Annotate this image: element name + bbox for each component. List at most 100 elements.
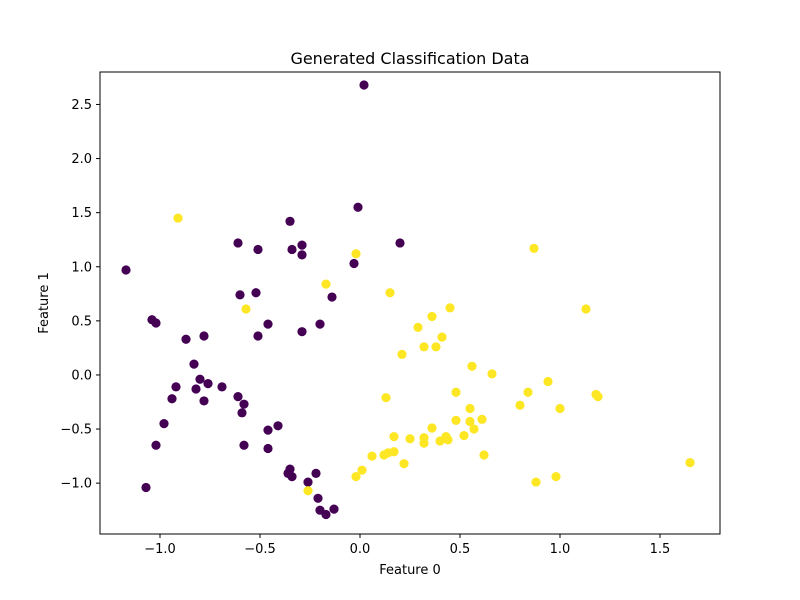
data-point-class-0	[395, 238, 405, 248]
data-point-class-1	[413, 322, 423, 332]
data-point-class-1	[303, 486, 313, 496]
data-point-class-1	[431, 342, 441, 352]
data-point-class-0	[121, 265, 131, 275]
data-point-class-0	[313, 493, 323, 503]
data-point-class-1	[399, 459, 409, 469]
data-point-class-1	[437, 332, 447, 342]
data-point-class-0	[297, 250, 307, 260]
x-axis-label: Feature 0	[379, 563, 441, 578]
data-point-class-1	[469, 424, 479, 434]
data-point-class-0	[151, 318, 161, 328]
data-point-class-1	[487, 369, 497, 379]
data-point-class-1	[357, 465, 367, 475]
data-point-class-1	[581, 304, 591, 314]
y-tick-label: 2.5	[71, 98, 92, 113]
data-point-class-1	[685, 457, 695, 468]
data-point-class-1	[367, 451, 377, 461]
data-point-class-0	[263, 425, 273, 435]
data-points	[121, 80, 695, 520]
x-tick-label: −0.5	[244, 542, 276, 557]
data-point-class-1	[459, 430, 469, 441]
y-axis-ticks: −1.0 −0.5 0.0 0.5 1.0 1.5 2.0 2.5	[60, 98, 100, 492]
data-point-class-0	[315, 319, 325, 329]
x-tick-label: 1.0	[550, 542, 571, 557]
y-tick-label: −1.0	[60, 477, 92, 492]
data-point-class-0	[235, 290, 245, 300]
data-point-class-0	[251, 288, 261, 298]
x-axis-ticks: −1.0 −0.5 0.0 0.5 1.0 1.5	[144, 534, 670, 557]
x-tick-label: −1.0	[144, 542, 176, 557]
data-point-class-0	[287, 472, 297, 482]
data-point-class-1	[543, 376, 553, 387]
data-point-class-1	[593, 391, 603, 402]
y-tick-label: 1.5	[71, 206, 92, 221]
data-point-class-0	[189, 359, 199, 369]
data-point-class-0	[191, 384, 201, 394]
data-point-class-1	[523, 387, 533, 397]
data-point-class-0	[233, 238, 243, 248]
data-point-class-1	[405, 434, 415, 444]
data-point-class-0	[181, 334, 191, 344]
y-tick-label: −0.5	[60, 423, 92, 438]
data-point-class-1	[351, 472, 361, 482]
data-point-class-0	[263, 443, 273, 454]
data-point-class-0	[359, 80, 369, 90]
data-point-class-0	[203, 379, 213, 389]
y-tick-label: 0.0	[71, 368, 92, 383]
data-point-class-0	[263, 319, 273, 329]
data-point-class-0	[167, 394, 177, 404]
x-tick-label: 1.5	[650, 542, 671, 557]
data-point-class-1	[479, 450, 489, 460]
data-point-class-0	[285, 216, 295, 226]
data-point-class-1	[427, 311, 437, 322]
data-point-class-0	[321, 509, 331, 520]
data-point-class-1	[451, 387, 461, 397]
data-point-class-0	[239, 440, 249, 450]
data-point-class-1	[555, 403, 565, 414]
data-point-class-0	[349, 258, 359, 269]
data-point-class-1	[445, 303, 455, 313]
data-point-class-0	[159, 419, 169, 429]
data-point-class-1	[385, 288, 395, 298]
data-point-class-0	[217, 382, 227, 392]
data-point-class-0	[287, 244, 297, 255]
data-point-class-0	[273, 421, 283, 431]
data-point-class-1	[321, 279, 331, 289]
data-point-class-1	[435, 436, 445, 446]
data-point-class-1	[465, 403, 475, 414]
data-point-class-1	[467, 361, 477, 371]
x-tick-label: 0.0	[350, 542, 371, 557]
plot-frame	[99, 71, 721, 535]
data-point-class-0	[297, 240, 307, 250]
data-point-class-1	[381, 393, 391, 403]
y-tick-label: 0.5	[71, 314, 92, 329]
data-point-class-0	[239, 399, 249, 409]
data-point-class-1	[351, 249, 361, 259]
data-point-class-1	[419, 342, 429, 352]
data-point-class-1	[451, 415, 461, 425]
data-point-class-0	[237, 408, 247, 418]
data-point-class-0	[233, 391, 243, 402]
data-point-class-1	[397, 349, 407, 359]
data-point-class-0	[329, 504, 339, 514]
data-point-class-1	[529, 243, 539, 253]
data-point-class-0	[253, 331, 263, 341]
x-tick-label: 0.5	[450, 542, 471, 557]
data-point-class-1	[173, 213, 183, 223]
data-point-class-1	[531, 477, 541, 487]
data-point-class-1	[379, 450, 389, 460]
data-point-class-1	[551, 472, 561, 482]
data-point-class-1	[241, 304, 251, 314]
data-point-class-1	[419, 438, 429, 448]
data-point-class-1	[515, 400, 525, 410]
data-point-class-0	[141, 482, 151, 493]
data-point-class-1	[465, 416, 475, 427]
data-point-class-0	[199, 331, 209, 341]
data-point-class-1	[477, 414, 487, 424]
y-axis-label: Feature 1	[37, 272, 52, 334]
data-point-class-0	[195, 374, 205, 384]
data-point-class-0	[253, 244, 263, 255]
data-point-class-0	[327, 292, 337, 302]
